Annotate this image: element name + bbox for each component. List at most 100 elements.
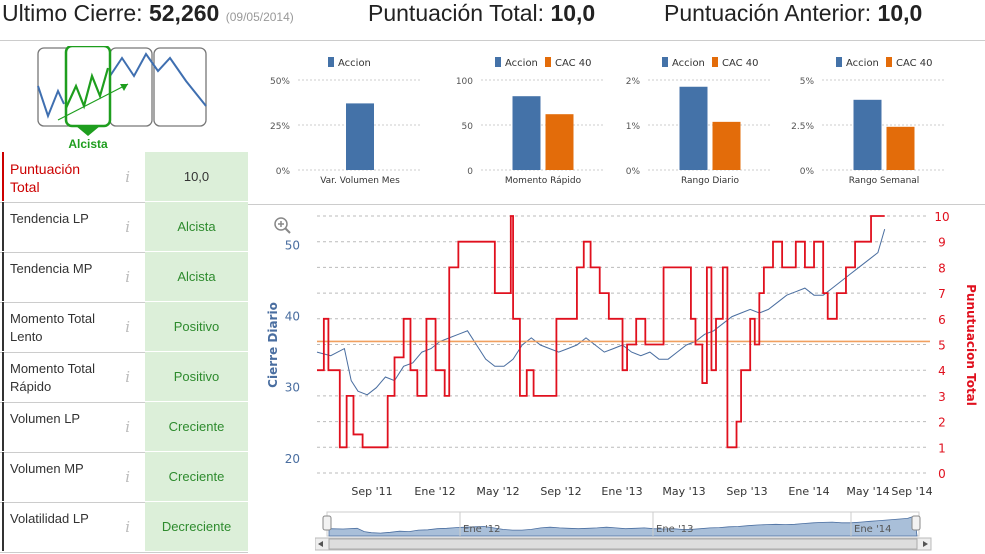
legend-swatch xyxy=(712,57,718,67)
previous-score: Puntuación Anterior: 10,0 xyxy=(664,0,922,26)
navigator-tick-label: Ene '13 xyxy=(656,524,693,535)
last-close-value: 52,260 xyxy=(148,0,220,26)
legend-label: Accion xyxy=(672,58,705,69)
table-row: Puntuación Total i 10,0 xyxy=(0,152,248,203)
previous-score-value: 10,0 xyxy=(877,0,923,26)
table-row: Volatilidad LP i Decreciente xyxy=(0,502,248,553)
total-score: Puntuación Total: 10,0 xyxy=(368,0,595,26)
legend-label: Accion xyxy=(846,58,879,69)
table-row: Momento Total Rápido i Positivo xyxy=(0,352,248,403)
info-icon[interactable]: i xyxy=(125,468,130,486)
y-tick-label: 30 xyxy=(285,381,300,395)
mini-chart: Accion CAC 40 0% 2.5% 5% Rango Semanal xyxy=(791,57,946,186)
y-tick-label: 0% xyxy=(276,167,291,177)
row-label: Momento Total Lento xyxy=(10,311,96,344)
row-value: 10,0 xyxy=(145,152,248,201)
info-icon[interactable]: i xyxy=(125,518,130,536)
x-tick-label: May '12 xyxy=(476,485,519,498)
y2-tick-label: 7 xyxy=(938,287,946,301)
y2-tick-label: 10 xyxy=(934,210,949,224)
legend-swatch xyxy=(545,57,551,67)
legend-swatch xyxy=(495,57,501,67)
x-tick-label: May '13 xyxy=(662,485,705,498)
legend-swatch xyxy=(886,57,892,67)
y-tick-label: 5% xyxy=(800,77,815,87)
y-tick-label: 2% xyxy=(626,77,641,87)
y-tick-label: 25% xyxy=(270,122,290,132)
table-row: Tendencia MP i Alcista xyxy=(0,252,248,303)
y2-tick-label: 0 xyxy=(938,467,946,481)
last-close: Ultimo Cierre: 52,260 (09/05/2014) xyxy=(2,0,294,30)
info-icon[interactable]: i xyxy=(125,268,130,286)
navigator-area xyxy=(328,515,918,537)
y-tick-label: 50 xyxy=(462,122,474,132)
y-tick-label: 0 xyxy=(467,167,473,177)
row-value: Alcista xyxy=(145,202,248,251)
x-tick-label: Sep '12 xyxy=(540,485,581,498)
scrollbar-thumb xyxy=(328,538,918,550)
y2-tick-label: 2 xyxy=(938,416,946,430)
chart-title: Rango Diario xyxy=(681,176,740,186)
legend-label: CAC 40 xyxy=(722,58,759,69)
x-tick-label: Sep '14 xyxy=(891,485,932,498)
y-tick-label: 0% xyxy=(626,167,641,177)
y-tick-label: 2.5% xyxy=(791,122,814,132)
scroll-left-arrow xyxy=(318,541,323,547)
x-tick-label: Ene '14 xyxy=(788,485,829,498)
info-icon[interactable]: i xyxy=(125,218,130,236)
y-tick-label: 40 xyxy=(285,310,300,324)
navigator-tick-label: Ene '14 xyxy=(854,524,891,535)
last-close-date: (09/05/2014) xyxy=(225,10,294,24)
row-label: Volumen LP xyxy=(10,411,81,426)
legend-swatch xyxy=(328,57,334,67)
info-icon[interactable]: i xyxy=(125,318,130,336)
y2-axis-label: Punutuacion Total xyxy=(964,284,978,406)
row-value: Creciente xyxy=(145,402,248,451)
x-tick-label: May '14 xyxy=(846,485,889,498)
legend-label: Accion xyxy=(505,58,538,69)
y-tick-label: 100 xyxy=(456,77,473,87)
table-row: Momento Total Lento i Positivo xyxy=(0,302,248,353)
row-value: Positivo xyxy=(145,352,248,401)
y2-tick-label: 8 xyxy=(938,261,946,275)
navigator-handle[interactable] xyxy=(322,515,332,531)
row-value: Alcista xyxy=(145,252,248,301)
chart-navigator[interactable]: Ene '12 Ene '13 Ene '14 xyxy=(315,508,935,552)
row-label: Momento Total Rápido xyxy=(10,361,96,394)
legend-label: CAC 40 xyxy=(896,58,933,69)
row-label-cell: Volatilidad LP i xyxy=(2,502,144,551)
row-label-cell: Tendencia MP i xyxy=(2,252,144,301)
x-tick-label: Sep '11 xyxy=(351,485,392,498)
bar xyxy=(545,114,574,170)
navigator-handle[interactable] xyxy=(911,515,921,531)
y2-tick-label: 3 xyxy=(938,390,946,404)
y-tick-label: 1% xyxy=(626,122,641,132)
score-step-line xyxy=(317,215,885,449)
y-tick-label: 50% xyxy=(270,77,290,87)
trend-label: Alcista xyxy=(68,137,108,151)
y-tick-label: 50 xyxy=(285,238,300,252)
row-label: Puntuación Total xyxy=(10,161,81,195)
previous-score-label: Puntuación Anterior: xyxy=(664,0,872,26)
y2-tick-label: 9 xyxy=(938,236,946,250)
table-row: Tendencia LP i Alcista xyxy=(0,202,248,253)
x-tick-label: Sep '13 xyxy=(726,485,767,498)
legend-label: CAC 40 xyxy=(555,58,592,69)
close-price-line xyxy=(316,228,886,396)
main-line-chart: 0 1 2 3 4 5 6 7 8 9 10 20 30 40 50 Cierre Diario Punutua… xyxy=(266,210,978,498)
info-icon[interactable]: i xyxy=(125,368,130,386)
zoom-icon[interactable] xyxy=(274,217,291,234)
info-icon[interactable]: i xyxy=(125,418,130,436)
row-label-cell: Momento Total Lento i xyxy=(2,302,144,351)
legend-label: Accion xyxy=(338,58,371,69)
y2-tick-label: 4 xyxy=(938,364,946,378)
total-score-label: Puntuación Total: xyxy=(368,0,545,26)
x-tick-label: Ene '12 xyxy=(414,485,455,498)
info-icon[interactable]: i xyxy=(125,168,130,186)
bar xyxy=(512,96,541,170)
row-label-cell: Puntuación Total i xyxy=(2,152,144,201)
mini-chart: Accion CAC 40 0 50 100 Momento Rápido xyxy=(456,57,605,186)
row-label-cell: Volumen LP i xyxy=(2,402,144,451)
scroll-right-arrow xyxy=(923,541,928,547)
total-score-value: 10,0 xyxy=(550,0,596,26)
